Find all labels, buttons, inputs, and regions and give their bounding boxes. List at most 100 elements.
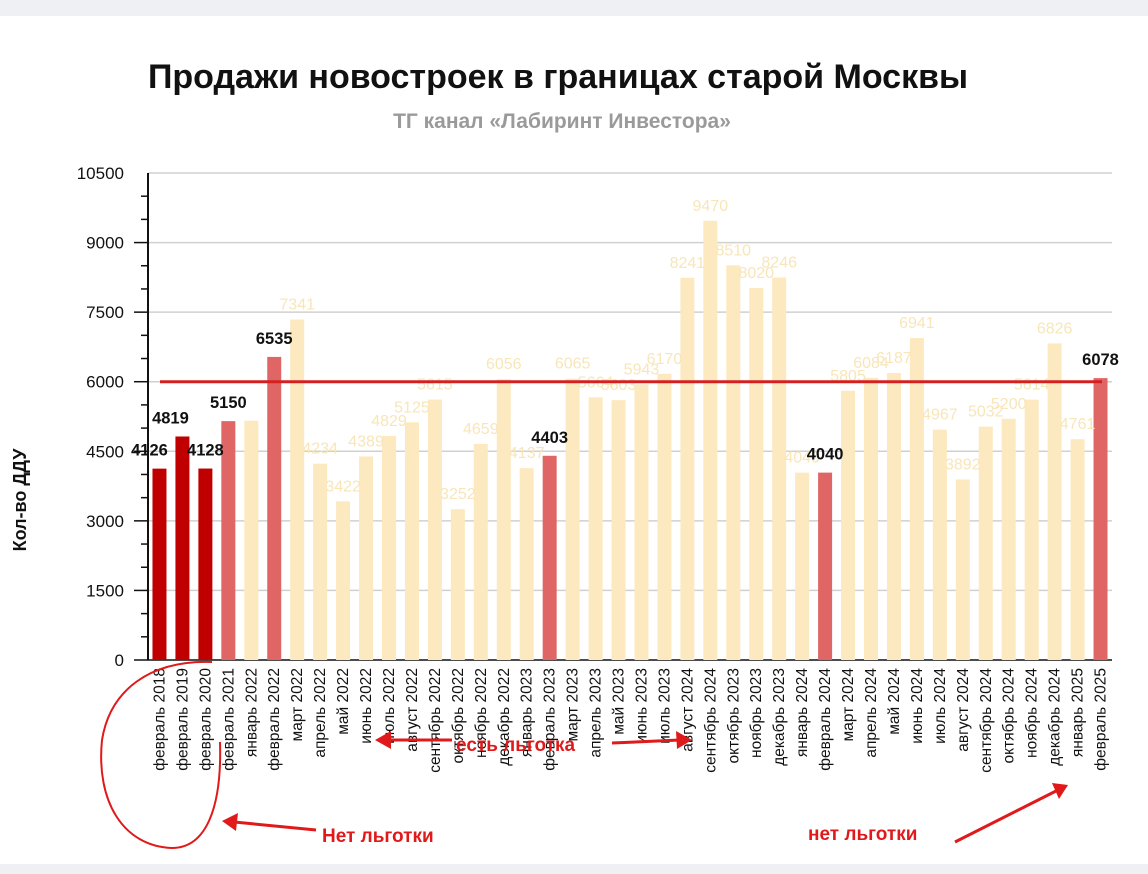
data-label: 3422 xyxy=(325,478,361,495)
x-tick-label: май 2023 xyxy=(611,668,628,735)
y-tick-label: 10500 xyxy=(77,164,124,183)
bar xyxy=(772,277,787,660)
data-label-highlight: 6078 xyxy=(1082,351,1119,369)
x-tick-label: февраль 2023 xyxy=(542,668,559,771)
bar xyxy=(955,479,970,660)
x-tick-label: февраль 2019 xyxy=(174,668,191,771)
bar xyxy=(519,468,534,660)
no-benefit-label-left: Нет льготки xyxy=(322,826,434,847)
x-tick-label: июнь 2024 xyxy=(909,668,926,744)
x-tick-label: август 2022 xyxy=(404,668,421,752)
bar xyxy=(818,472,833,660)
x-tick-label: апрель 2022 xyxy=(312,668,329,758)
bottom-bar xyxy=(0,864,1148,874)
bar xyxy=(244,420,259,660)
chart-subtitle: ТГ канал «Лабиринт Инвестора» xyxy=(393,110,731,133)
bar xyxy=(542,455,557,660)
data-label-highlight: 4126 xyxy=(131,442,168,460)
x-tick-label: январь 2023 xyxy=(519,668,536,757)
bar xyxy=(336,501,351,660)
data-label: 5125 xyxy=(394,399,430,416)
data-label: 9470 xyxy=(693,198,729,215)
data-label: 5615 xyxy=(417,377,453,394)
x-tick-label: март 2022 xyxy=(289,668,306,741)
x-tick-label: февраль 2021 xyxy=(220,668,237,771)
data-label-highlight: 6535 xyxy=(256,330,293,348)
data-label: 4967 xyxy=(922,407,958,424)
data-label: 6084 xyxy=(853,355,889,372)
bar xyxy=(198,468,213,660)
bar xyxy=(611,400,626,660)
bar xyxy=(1093,378,1108,660)
x-tick-label: февраль 2020 xyxy=(197,668,214,771)
chart-title: Продажи новостроек в границах старой Мос… xyxy=(148,58,968,96)
data-label: 6065 xyxy=(555,356,591,373)
y-axis: 0 1500 3000 4500 6000 7500 9000 10500 xyxy=(77,164,1112,670)
top-bar xyxy=(0,0,1148,16)
data-label: 8246 xyxy=(761,255,797,272)
x-tick-label: ноябрь 2024 xyxy=(1024,668,1041,758)
x-tick-label: май 2022 xyxy=(335,668,352,735)
data-label: 4137 xyxy=(509,445,545,462)
x-tick-label: декабрь 2022 xyxy=(496,668,513,766)
highlight-data-labels: 4126 4819 4128 5150 6535 4403 4040 6078 xyxy=(131,330,1119,464)
bar xyxy=(565,378,580,660)
bar xyxy=(450,509,465,660)
data-label: 6187 xyxy=(876,350,912,367)
data-label: 8241 xyxy=(670,255,706,272)
x-tick-label: октябрь 2024 xyxy=(1001,668,1018,764)
data-label-highlight: 4128 xyxy=(187,442,224,460)
circle-no-benefit xyxy=(100,660,222,850)
bar xyxy=(221,421,236,660)
x-tick-label: ноябрь 2022 xyxy=(473,668,490,758)
x-tick-label: июнь 2023 xyxy=(633,668,650,744)
bar xyxy=(749,288,764,660)
arrow-left-head xyxy=(222,813,238,831)
x-tick-label: август 2024 xyxy=(955,668,972,752)
x-tick-label: декабрь 2023 xyxy=(771,668,788,766)
arrow-has-left-head xyxy=(375,731,391,749)
bar xyxy=(473,443,488,660)
data-label: 8020 xyxy=(738,265,774,282)
bar xyxy=(978,426,993,660)
bar xyxy=(404,422,419,660)
x-tick-label: февраль 2025 xyxy=(1093,668,1110,771)
bar xyxy=(175,436,190,660)
bar xyxy=(313,463,328,660)
bar xyxy=(1001,418,1016,660)
x-tick-label: сентябрь 2024 xyxy=(702,668,719,773)
bar xyxy=(382,436,396,660)
bar xyxy=(359,456,374,660)
data-label: 4040 xyxy=(784,450,820,467)
data-label: 4234 xyxy=(302,441,338,458)
x-tick-label: декабрь 2024 xyxy=(1047,668,1064,766)
bar xyxy=(680,277,695,660)
x-tick-label: октябрь 2022 xyxy=(450,668,467,763)
bar xyxy=(795,472,810,660)
data-label: 5200 xyxy=(991,396,1027,413)
y-tick-label: 9000 xyxy=(86,234,124,253)
x-tick-label: январь 2024 xyxy=(794,668,811,757)
data-label: 4389 xyxy=(348,433,384,450)
bar xyxy=(152,468,167,660)
arrow-left-line xyxy=(233,820,317,832)
x-tick-label: июнь 2022 xyxy=(358,668,375,744)
y-tick-label: 3000 xyxy=(86,512,124,531)
data-label-highlight: 4040 xyxy=(807,446,844,464)
x-tick-label: март 2024 xyxy=(840,668,857,742)
arrow-has-right-line xyxy=(611,738,681,745)
bar xyxy=(932,429,947,660)
x-tick-label: август 2024 xyxy=(679,668,696,752)
x-tick-label: апрель 2024 xyxy=(863,668,880,758)
data-label: 6056 xyxy=(486,356,522,373)
bar xyxy=(267,356,282,660)
bar xyxy=(886,373,901,660)
bar xyxy=(909,338,924,660)
data-label: 5603 xyxy=(601,377,637,394)
data-label: 6941 xyxy=(899,315,935,332)
bar xyxy=(841,390,856,660)
x-tick-label: сентябрь 2022 xyxy=(427,668,444,773)
x-tick-label: апрель 2023 xyxy=(588,668,605,758)
y-axis-title: Кол-во ДДУ xyxy=(10,448,30,552)
x-tick-label: февраль 2018 xyxy=(151,668,168,771)
